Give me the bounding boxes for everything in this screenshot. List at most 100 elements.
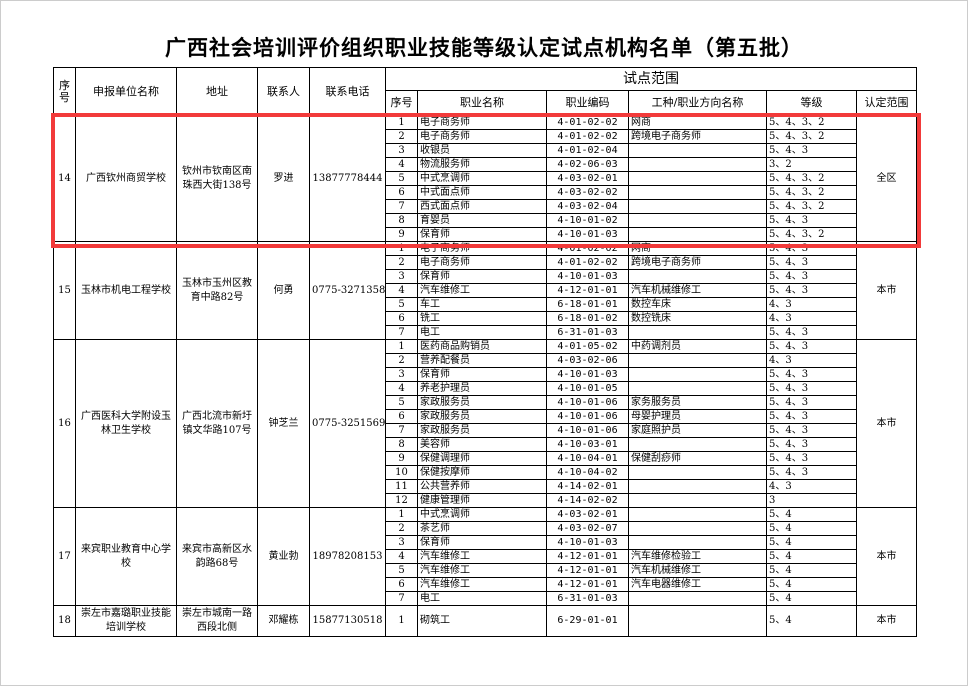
occupation-code: 4-10-01-02 xyxy=(546,213,629,228)
item-no: 3 xyxy=(385,269,418,284)
occupation-code: 4-14-02-02 xyxy=(546,493,629,508)
occupation-level: 5、4、3 xyxy=(766,367,857,382)
item-no: 2 xyxy=(385,255,418,270)
item-no: 9 xyxy=(385,451,418,466)
occupation-level: 4、3 xyxy=(766,479,857,494)
occupation-level: 3 xyxy=(766,493,857,508)
contact-person: 钟芝兰 xyxy=(257,339,310,508)
occupation-direction: 跨境电子商务师 xyxy=(628,255,767,270)
occupation-name: 汽车维修工 xyxy=(417,577,547,592)
institution-address: 来宾市高新区水韵路68号 xyxy=(176,507,258,606)
occupation-direction: 家务服务员 xyxy=(628,395,767,410)
occupation-code: 6-29-01-01 xyxy=(546,605,629,637)
table-row: 16 广西医科大学附设玉林卫生学校 广西北流市新圩镇文华路107号 钟芝兰 0775-3… xyxy=(53,339,918,508)
table-row: 4 物流服务师 4-02-06-03 3、2 xyxy=(54,157,917,172)
item-no: 6 xyxy=(385,311,418,326)
item-no: 1 xyxy=(385,115,418,130)
occupation-direction: 数控铣床 xyxy=(628,311,767,326)
certification-area: 本市 xyxy=(855,241,918,340)
occupation-code: 4-01-02-02 xyxy=(546,255,629,270)
occupation-name: 铣工 xyxy=(417,311,547,326)
header-unit: 申报单位名称 xyxy=(75,67,177,116)
item-no: 5 xyxy=(385,171,418,186)
occupation-code: 4-10-03-01 xyxy=(546,437,629,452)
item-no: 7 xyxy=(385,423,418,438)
occupation-level: 5、4 xyxy=(766,549,857,564)
occupation-level: 5、4、3 xyxy=(766,409,857,424)
occupation-code: 6-18-01-01 xyxy=(546,297,629,312)
occupation-direction xyxy=(628,325,767,340)
item-no: 1 xyxy=(385,241,418,256)
table-row: 8 美容师 4-10-03-01 5、4、3 xyxy=(54,437,917,452)
institution-no: 17 xyxy=(53,507,76,606)
occupation-level: 5、4、3 xyxy=(766,451,857,466)
table-row: 5 汽车维修工 4-12-01-01 汽车机械维修工 5、4 xyxy=(54,563,917,578)
occupation-direction: 网商 xyxy=(628,115,767,130)
item-no: 4 xyxy=(385,157,418,172)
item-no: 2 xyxy=(385,353,418,368)
item-no: 7 xyxy=(385,199,418,214)
table-row: 11 公共营养师 4-14-02-01 4、3 xyxy=(54,479,917,494)
occupation-code: 4-01-02-02 xyxy=(546,241,629,256)
occupation-level: 5、4、3、2 xyxy=(766,199,857,214)
occupation-direction: 汽车机械维修工 xyxy=(628,563,767,578)
institution-no: 16 xyxy=(53,339,76,508)
item-no: 9 xyxy=(385,227,418,242)
table-row: 2 电子商务师 4-01-02-02 跨境电子商务师 5、4、3 xyxy=(54,255,917,270)
occupation-name: 美容师 xyxy=(417,437,547,452)
institution-address: 广西北流市新圩镇文华路107号 xyxy=(176,339,258,508)
occupation-level: 5、4、3 xyxy=(766,325,857,340)
occupation-direction: 母婴护理员 xyxy=(628,409,767,424)
occupation-name: 西式面点师 xyxy=(417,199,547,214)
occupation-level: 5、4 xyxy=(766,535,857,550)
occupation-name: 营养配餐员 xyxy=(417,353,547,368)
table-row: 15 玉林市机电工程学校 玉林市玉州区教育中路82号 何勇 0775-3271358 1 电… xyxy=(53,241,918,340)
item-no: 3 xyxy=(385,143,418,158)
item-no: 7 xyxy=(385,591,418,606)
header-direction: 工种/职业方向名称 xyxy=(628,90,767,116)
occupation-direction xyxy=(628,199,767,214)
occupation-level: 5、4、3 xyxy=(766,339,857,354)
document-title: 广西社会培训评价组织职业技能等级认定试点机构名单（第五批） xyxy=(165,36,803,60)
occupation-level: 5、4 xyxy=(766,521,857,536)
occupation-direction xyxy=(628,381,767,396)
occupation-name: 物流服务师 xyxy=(417,157,547,172)
occupation-name: 保育师 xyxy=(417,269,547,284)
table-body: 14 广西钦州商贸学校 钦州市钦南区南珠西大街138号 罗进 13877778444 1 电… xyxy=(53,115,918,637)
occupation-direction xyxy=(628,437,767,452)
item-no: 3 xyxy=(385,367,418,382)
occupation-code: 4-03-02-01 xyxy=(546,507,629,522)
occupation-direction xyxy=(628,353,767,368)
item-no: 6 xyxy=(385,409,418,424)
occupation-name: 中式烹调师 xyxy=(417,507,547,522)
contact-phone: 18978208153 xyxy=(309,507,386,606)
item-no: 11 xyxy=(385,479,418,494)
header-sub-no: 序号 xyxy=(385,90,418,116)
occupation-direction xyxy=(628,605,767,637)
table-row: 3 保育师 4-10-01-03 5、4、3 xyxy=(54,269,917,284)
occupation-direction: 跨境电子商务师 xyxy=(628,129,767,144)
institution-address: 钦州市钦南区南珠西大街138号 xyxy=(176,115,258,242)
occupation-direction xyxy=(628,479,767,494)
occupation-code: 4-10-01-03 xyxy=(546,269,629,284)
header-occupation: 职业名称 xyxy=(417,90,547,116)
item-no: 4 xyxy=(385,549,418,564)
occupation-code: 4-02-06-03 xyxy=(546,157,629,172)
header-no: 序号 xyxy=(53,67,76,116)
occupation-direction xyxy=(628,591,767,606)
header-scope-group: 试点范围 xyxy=(384,67,918,91)
certification-area: 本市 xyxy=(855,507,918,606)
occupation-name: 收银员 xyxy=(417,143,547,158)
occupation-code: 4-10-01-06 xyxy=(546,409,629,424)
occupation-code: 4-01-02-02 xyxy=(546,129,629,144)
occupation-name: 电子商务师 xyxy=(417,115,547,130)
occupation-code: 4-10-01-06 xyxy=(546,423,629,438)
occupation-name: 育婴员 xyxy=(417,213,547,228)
occupation-direction: 数控车床 xyxy=(628,297,767,312)
occupation-name: 家政服务员 xyxy=(417,395,547,410)
institution-no: 14 xyxy=(53,115,76,242)
table-row: 8 育婴员 4-10-01-02 5、4、3 xyxy=(54,213,917,228)
occupation-name: 保育师 xyxy=(417,367,547,382)
occupation-name: 保育师 xyxy=(417,535,547,550)
occupation-level: 5、4 xyxy=(766,605,857,637)
